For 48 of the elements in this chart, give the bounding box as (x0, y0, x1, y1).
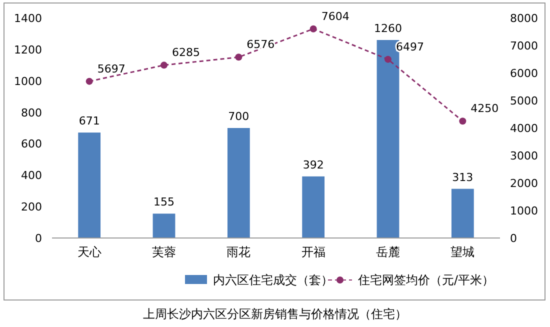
x-tick-label: 望城 (450, 245, 475, 259)
data-label: 313 (452, 170, 474, 184)
point (160, 62, 168, 69)
data-label: 1260 (374, 22, 402, 35)
point (459, 118, 466, 125)
bar (78, 132, 101, 238)
data-label: 155 (154, 196, 174, 209)
y2-tick-label: 5000 (510, 94, 538, 108)
y-tick-label: 1200 (14, 43, 42, 56)
y-tick-label: 0 (35, 232, 42, 245)
legend-label: 住宅网签均价（元/平米） (357, 273, 494, 287)
point (86, 78, 93, 85)
data-label: 5697 (97, 62, 126, 76)
y2-tick-label: 6000 (510, 67, 538, 80)
y-tick-label: 200 (21, 200, 42, 214)
y2-tick-label: 4000 (510, 122, 538, 135)
bar (227, 128, 250, 238)
point (384, 56, 392, 63)
y-tick-label: 600 (21, 138, 42, 151)
data-label: 700 (228, 110, 250, 123)
x-tick-label: 天心 (77, 245, 102, 259)
text: 上周长沙内六区分区新房销售与价格情况（住宅） (143, 307, 407, 321)
y2-tick-label: 3000 (510, 150, 538, 162)
y2-tick-label: 1000 (510, 204, 538, 218)
point (310, 25, 317, 32)
y2-tick-label: 8000 (510, 12, 538, 25)
data-label: 4250 (470, 102, 499, 116)
data-label: 392 (302, 158, 324, 172)
data-label: 6285 (172, 46, 200, 60)
y-tick-label: 1400 (14, 12, 42, 25)
y-tick-label: 400 (21, 169, 42, 182)
bar (152, 214, 176, 238)
y2-tick-label: 2000 (510, 177, 538, 190)
data-label: 7604 (321, 10, 350, 23)
y2-tick-label: 0 (510, 232, 517, 245)
x-tick-label: 岳麓 (376, 245, 400, 259)
x-tick-label: 雨花 (226, 245, 251, 259)
bar (302, 176, 325, 238)
data-label: 6576 (246, 38, 275, 52)
y2-tick-label: 7000 (510, 40, 538, 52)
point (235, 54, 242, 61)
bar (451, 188, 474, 238)
x-tick-label: 芙蓉 (152, 245, 176, 259)
x-tick-label: 开福 (301, 245, 326, 259)
legend-label: 内六区住宅成交（套） (213, 273, 333, 287)
y-tick-label: 800 (21, 106, 42, 120)
y-tick-label: 1000 (14, 74, 42, 88)
data-label: 671 (78, 114, 100, 128)
